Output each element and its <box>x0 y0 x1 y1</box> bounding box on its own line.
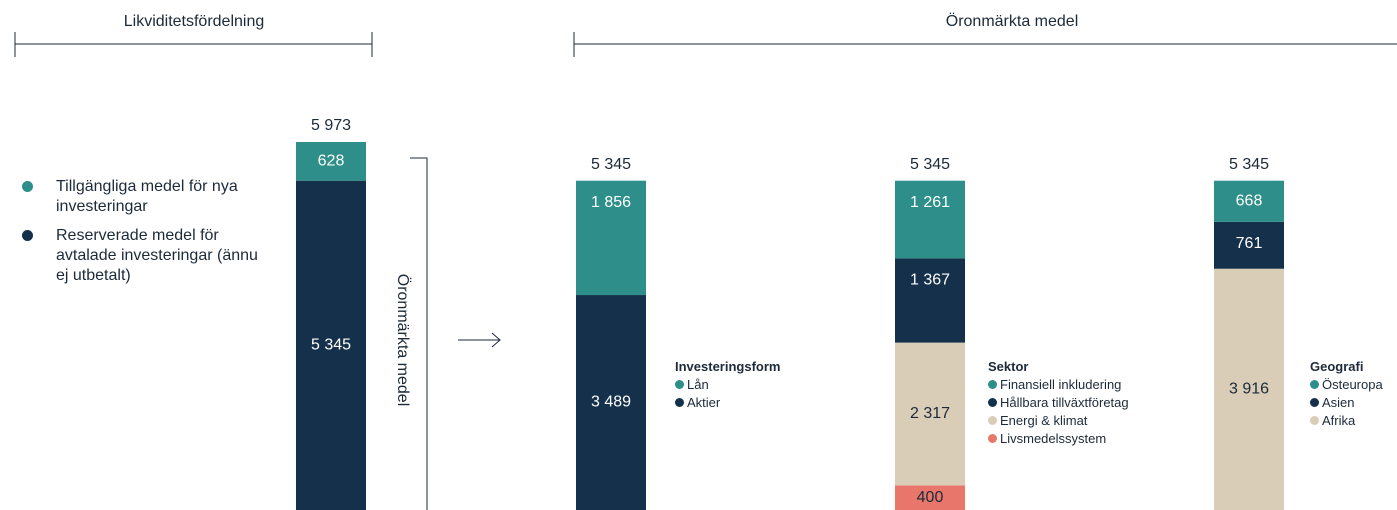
legend-swatch <box>675 380 684 389</box>
legend-swatch <box>1310 380 1319 389</box>
arrow <box>458 332 501 348</box>
value-label: 1 261 <box>910 194 950 211</box>
total-label: 5 345 <box>910 156 950 173</box>
legend-item: Afrika <box>1310 413 1383 428</box>
legend-swatch <box>22 230 33 241</box>
total-label: 5 345 <box>591 156 631 173</box>
legend-label: Energi & klimat <box>1000 413 1088 428</box>
legend-item: Hållbara tillväxtföretag <box>988 395 1129 410</box>
legend-title: Sektor <box>988 359 1029 374</box>
bar-segment <box>1214 180 1284 222</box>
legend-item: Livsmedelssystem <box>988 431 1129 446</box>
legend-item: Asien <box>1310 395 1383 410</box>
bracket <box>410 157 428 510</box>
value-label: 668 <box>1236 192 1263 209</box>
bar-segment <box>1214 268 1284 510</box>
legend: Investeringsform Lån Aktier <box>675 359 780 413</box>
bar-segment <box>895 258 965 343</box>
legend-item: Tillgängliga medel för nya investeringar <box>18 177 258 217</box>
legend-label: Tillgängliga medel för nya investeringar <box>56 178 238 215</box>
legend-label: Livsmedelssystem <box>1000 431 1107 446</box>
legend-label: Hållbara tillväxtföretag <box>1000 395 1129 410</box>
legend: Tillgängliga medel för nya investeringar… <box>18 177 258 295</box>
legend-label: Reserverade medel för avtalade investeri… <box>56 227 258 284</box>
value-label: 5 345 <box>311 337 351 354</box>
bar-segment <box>576 180 646 296</box>
total-label: 5 345 <box>1229 156 1269 173</box>
legend-item: Reserverade medel för avtalade investeri… <box>18 226 258 286</box>
legend-swatch <box>22 181 33 192</box>
legend-swatch <box>1310 416 1319 425</box>
bar-segment <box>296 142 366 181</box>
legend: Sektor Finansiell inkludering Hållbara til… <box>988 359 1129 449</box>
legend-swatch <box>675 398 684 407</box>
legend-item: Finansiell inkludering <box>988 377 1129 392</box>
bar-segment <box>1214 221 1284 269</box>
legend-swatch <box>1310 398 1319 407</box>
legend-swatch <box>988 380 997 389</box>
value-label: 1 856 <box>591 194 631 211</box>
value-label: 628 <box>318 153 345 170</box>
legend-label: Lån <box>687 377 709 392</box>
legend-item: Aktier <box>675 395 780 410</box>
total-label: 5 973 <box>311 117 351 134</box>
bar-segment <box>895 342 965 486</box>
section-header: Öronmärkta medel <box>946 12 1079 30</box>
value-label: 400 <box>917 489 944 506</box>
legend-label: Finansiell inkludering <box>1000 377 1122 392</box>
bar-segment <box>576 295 646 510</box>
value-label: 2 317 <box>910 405 950 422</box>
section-header: Likviditetsfördelning <box>124 13 265 30</box>
legend-label: Östeuropa <box>1322 377 1383 392</box>
legend-swatch <box>988 416 997 425</box>
legend-label: Aktier <box>687 395 721 410</box>
bracket-label: Öronmärkta medel <box>394 274 412 407</box>
legend-item: Lån <box>675 377 780 392</box>
value-label: 1 367 <box>910 272 950 289</box>
legend-item: Östeuropa <box>1310 377 1383 392</box>
value-label: 761 <box>1236 235 1263 252</box>
legend: Geografi Östeuropa Asien Afrika <box>1310 359 1383 431</box>
legend-item: Energi & klimat <box>988 413 1129 428</box>
bar-segment <box>895 485 965 510</box>
value-label: 3 916 <box>1229 381 1269 398</box>
value-label: 3 489 <box>591 394 631 411</box>
legend-swatch <box>988 434 997 443</box>
bar-segment <box>296 180 366 510</box>
legend-title: Geografi <box>1310 359 1364 374</box>
legend-label: Asien <box>1322 395 1355 410</box>
bar-segment <box>895 180 965 259</box>
legend-label: Afrika <box>1322 413 1356 428</box>
legend-swatch <box>988 398 997 407</box>
legend-title: Investeringsform <box>675 359 781 374</box>
